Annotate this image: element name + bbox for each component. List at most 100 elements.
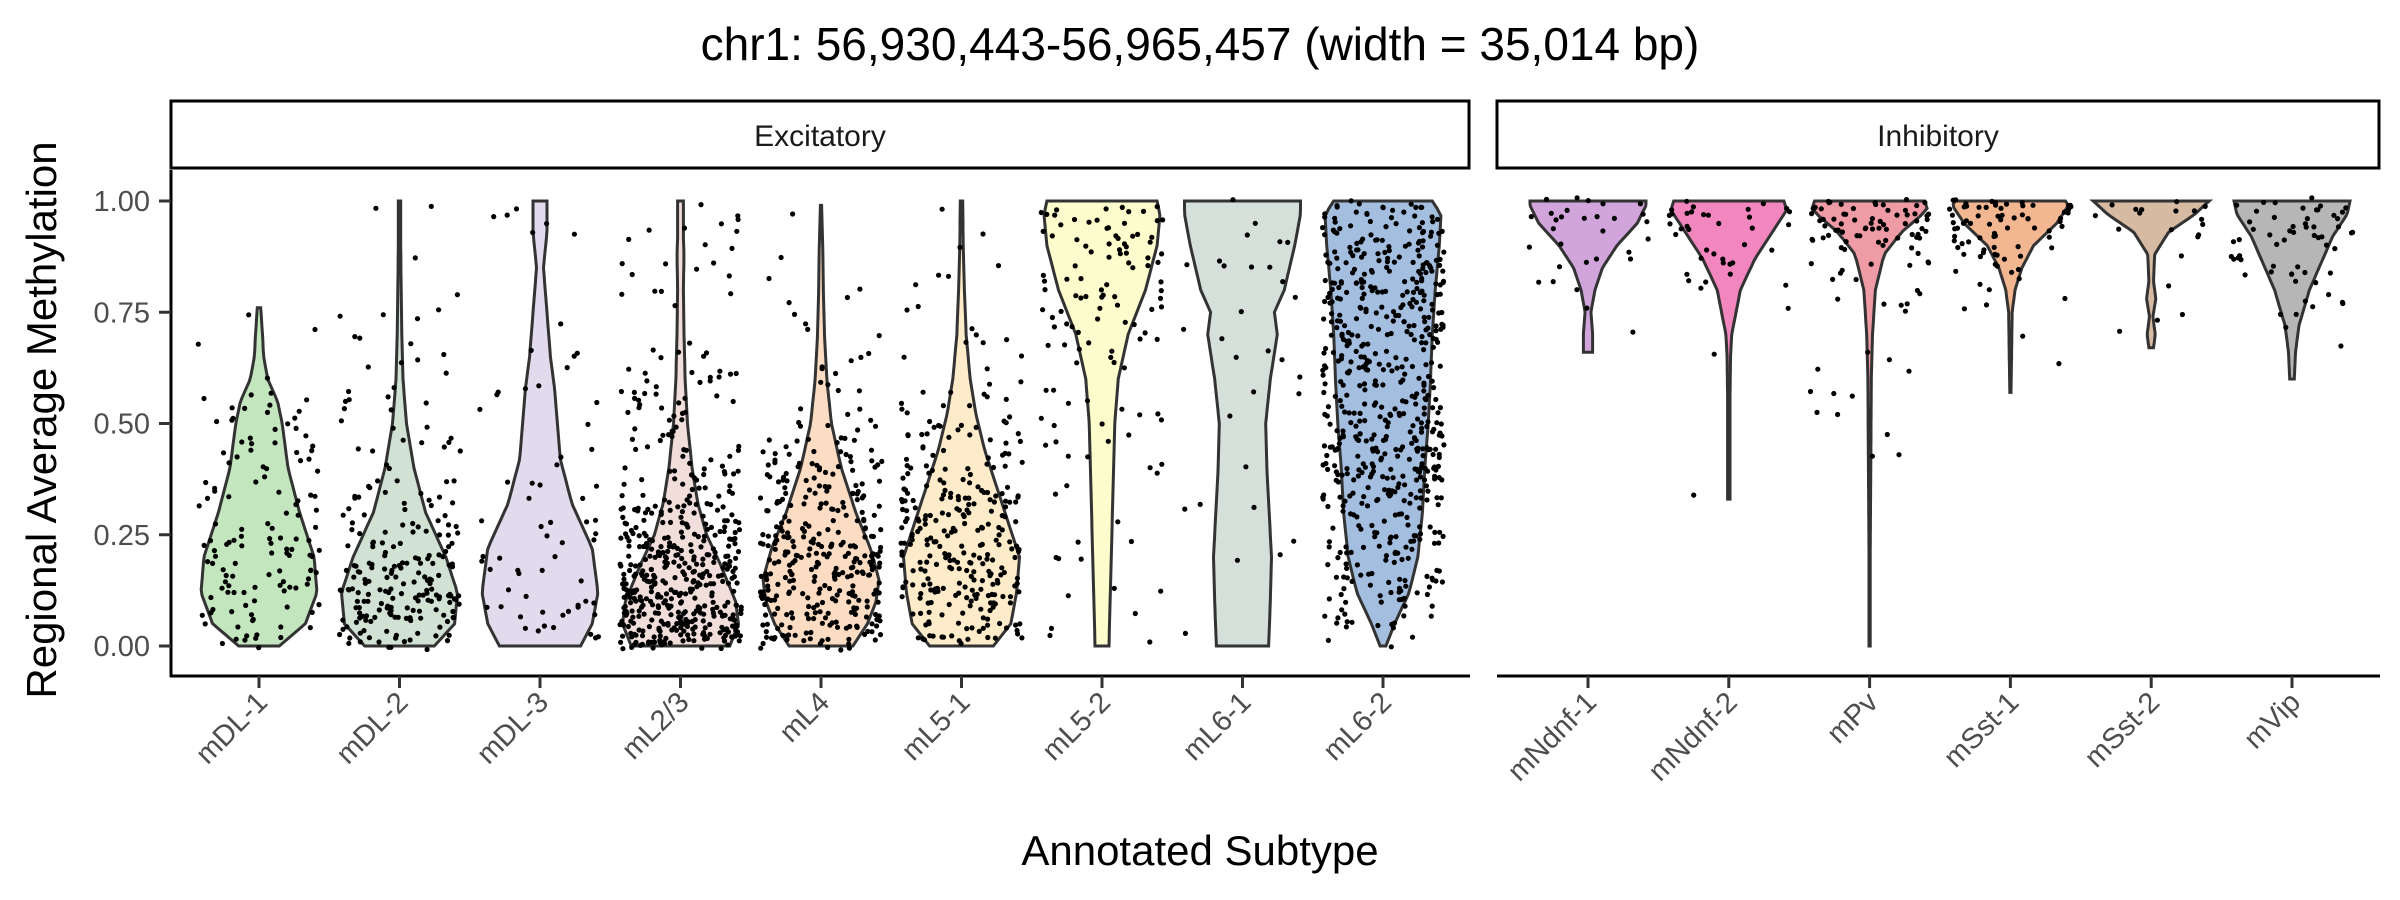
data-point [1830,276,1836,282]
data-point [1691,492,1697,498]
data-point [426,552,432,559]
data-point [370,544,376,550]
data-point [956,580,963,586]
data-point [1154,470,1160,476]
data-point [949,566,955,572]
data-point [1437,256,1443,262]
data-point [351,574,357,580]
data-point [1419,244,1426,250]
data-point [1004,337,1010,343]
data-point [1401,411,1407,417]
data-point [650,645,656,651]
data-point [1322,277,1328,284]
data-point [1332,219,1338,225]
data-point [1394,365,1400,371]
data-point [1327,290,1333,296]
data-point [338,418,344,424]
data-point [665,548,671,555]
data-point [535,628,541,634]
data-point [249,441,255,447]
data-point [369,565,375,571]
data-point [1084,398,1091,404]
data-point [701,533,708,540]
data-point [620,646,626,652]
data-point [1013,499,1019,505]
data-point [1409,304,1415,310]
data-point [1838,221,1844,227]
data-point [930,452,936,458]
data-point [704,635,710,642]
data-point [1865,349,1871,355]
data-point [1359,469,1365,476]
data-point [1383,348,1390,354]
data-point [491,214,497,220]
data-point [619,261,625,267]
data-point [990,581,996,587]
data-point [1409,546,1415,552]
data-point [1371,402,1377,408]
violin-mndnf-2 [1669,199,1788,501]
data-point [928,599,934,606]
data-point [1000,452,1006,458]
data-point [1429,307,1436,313]
data-point [854,518,860,524]
data-point [833,619,839,625]
data-point [1863,225,1869,231]
data-point [643,596,650,602]
data-point [773,593,780,599]
data-point [1075,539,1081,545]
data-point [277,582,283,588]
data-point [388,612,394,618]
data-point [701,471,707,478]
data-point [949,633,955,639]
data-point [312,326,318,333]
data-point [681,225,688,231]
data-point [691,568,698,574]
data-point [834,592,840,598]
data-point [1667,221,1673,227]
data-point [1420,238,1426,244]
data-point [226,494,232,500]
data-point [1322,214,1328,220]
data-point [835,464,842,470]
data-point [1040,307,1046,313]
data-point [960,610,966,616]
data-point [765,462,771,468]
data-point [293,536,299,542]
data-point [620,633,626,639]
data-point [726,273,732,279]
data-point [808,539,814,545]
data-point [1044,211,1050,217]
data-point [1378,457,1384,463]
data-point [680,481,686,487]
data-point [437,624,443,630]
data-point [1350,253,1356,259]
data-point [1322,232,1328,238]
data-point [356,494,362,500]
data-point [765,583,771,589]
data-point [1745,206,1751,212]
data-point [1375,622,1381,629]
data-point [2017,253,2024,259]
data-point [1002,463,1008,469]
data-point [1360,544,1367,551]
data-point [2009,269,2015,275]
data-point [1815,366,1821,372]
data-point [1382,417,1388,423]
data-point [363,617,369,623]
data-point [760,541,766,547]
data-point [937,543,943,550]
data-point [2015,244,2021,250]
data-point [1961,251,1967,257]
data-point [1434,495,1440,501]
data-point [522,386,529,392]
data-point [393,574,399,580]
data-point [816,531,822,537]
data-point [1783,282,1789,288]
data-point [976,555,983,561]
data-point [1344,392,1350,398]
data-point [1425,325,1431,331]
data-point [1363,366,1369,373]
violin-mpv [1810,199,1929,648]
data-point [1043,442,1049,448]
